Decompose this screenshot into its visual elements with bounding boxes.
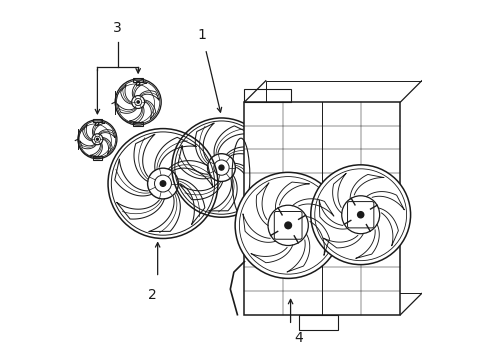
Bar [136, 81, 139, 85]
Circle shape [341, 196, 379, 234]
Text: 1: 1 [197, 28, 206, 42]
Bar [133, 78, 143, 82]
Bar [95, 122, 98, 125]
Bar [244, 89, 291, 102]
Circle shape [310, 165, 410, 265]
Circle shape [160, 181, 165, 186]
Polygon shape [244, 102, 400, 315]
Text: 4: 4 [293, 330, 302, 345]
Circle shape [284, 221, 292, 229]
Circle shape [356, 211, 364, 219]
Circle shape [96, 138, 98, 140]
Text: 2: 2 [148, 288, 156, 302]
Bar [133, 122, 143, 126]
Circle shape [137, 101, 139, 103]
Text: 3: 3 [113, 21, 122, 35]
Bar [93, 118, 102, 122]
Circle shape [219, 165, 224, 170]
Circle shape [267, 205, 308, 246]
Bar [93, 156, 102, 160]
Bar [299, 315, 337, 329]
Circle shape [235, 172, 341, 278]
